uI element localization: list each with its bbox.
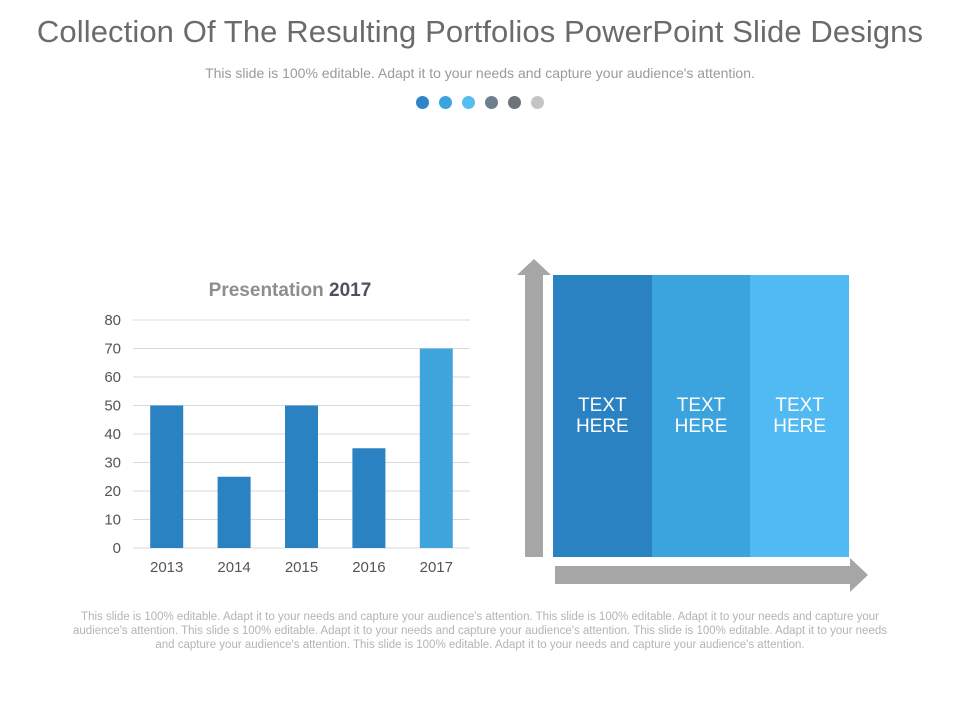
dot-6 — [531, 96, 544, 109]
x-tick-label: 2015 — [285, 559, 318, 576]
text-column-3: TEXT HERE — [750, 275, 850, 557]
footer-text: This slide is 100% editable. Adapt it to… — [73, 611, 887, 651]
bar-2015 — [285, 405, 318, 548]
y-tick-label: 30 — [104, 455, 121, 472]
chart-x-axis: 2013 2014 2015 2016 2017 — [150, 559, 453, 576]
dot-3 — [462, 96, 475, 109]
chart-title: Presentation 2017 — [120, 280, 460, 302]
chart-bars — [150, 348, 453, 548]
dot-1 — [416, 96, 429, 109]
x-tick-label: 2017 — [420, 559, 453, 576]
dot-4 — [485, 96, 498, 109]
text-column-1: TEXT HERE — [553, 275, 652, 557]
y-tick-label: 40 — [104, 426, 121, 443]
right-arrow-icon — [555, 558, 868, 592]
y-tick-label: 60 — [104, 369, 121, 386]
bar-2013 — [150, 405, 184, 548]
up-arrow-icon — [517, 259, 551, 557]
y-tick-label: 50 — [104, 398, 121, 415]
x-tick-label: 2013 — [150, 559, 183, 576]
slide-title: Collection Of The Resulting Portfolios P… — [36, 14, 924, 49]
dot-2 — [439, 96, 452, 109]
y-tick-label: 20 — [104, 483, 121, 500]
bar-2016 — [352, 448, 386, 548]
x-tick-label: 2014 — [217, 559, 250, 576]
bar-2014 — [217, 476, 251, 548]
chart-title-text: Presentation — [208, 280, 324, 301]
slide-subtitle: This slide is 100% editable. Adapt it to… — [205, 65, 755, 81]
decorative-dots — [0, 96, 960, 109]
y-tick-label: 0 — [113, 540, 121, 557]
y-tick-label: 70 — [104, 341, 121, 358]
chart-y-axis: 0 10 20 30 40 50 60 70 80 — [104, 312, 121, 557]
dot-5 — [508, 96, 521, 109]
y-tick-label: 80 — [104, 312, 121, 329]
text-column-2: TEXT HERE — [651, 275, 751, 557]
y-tick-label: 10 — [104, 512, 121, 529]
chart-title-year: 2017 — [329, 280, 372, 301]
text-panel: TEXT HERE TEXT HERE TEXT HERE — [553, 275, 850, 557]
bar-2017 — [419, 348, 453, 548]
x-tick-label: 2016 — [352, 559, 385, 576]
